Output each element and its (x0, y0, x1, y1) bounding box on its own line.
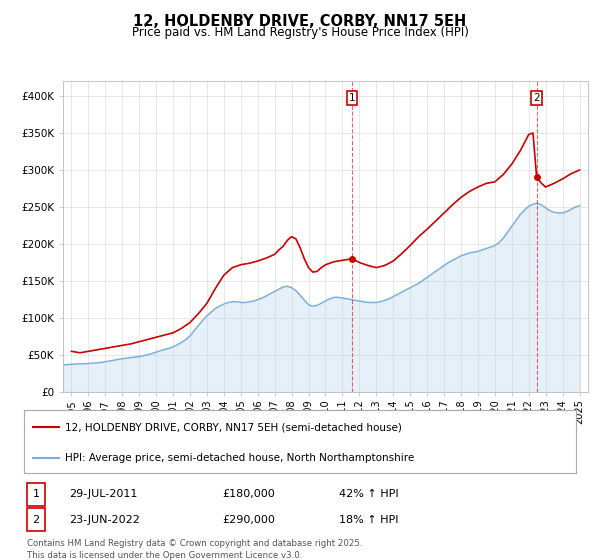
Text: 12, HOLDENBY DRIVE, CORBY, NN17 5EH (semi-detached house): 12, HOLDENBY DRIVE, CORBY, NN17 5EH (sem… (65, 422, 402, 432)
Text: £290,000: £290,000 (222, 515, 275, 525)
Text: Price paid vs. HM Land Registry's House Price Index (HPI): Price paid vs. HM Land Registry's House … (131, 26, 469, 39)
Text: 12, HOLDENBY DRIVE, CORBY, NN17 5EH: 12, HOLDENBY DRIVE, CORBY, NN17 5EH (133, 14, 467, 29)
Text: 2: 2 (32, 515, 40, 525)
Text: 29-JUL-2011: 29-JUL-2011 (69, 489, 137, 500)
Text: 2: 2 (533, 93, 540, 103)
Text: 42% ↑ HPI: 42% ↑ HPI (339, 489, 398, 500)
Text: 23-JUN-2022: 23-JUN-2022 (69, 515, 140, 525)
Text: Contains HM Land Registry data © Crown copyright and database right 2025.
This d: Contains HM Land Registry data © Crown c… (27, 539, 362, 559)
Text: HPI: Average price, semi-detached house, North Northamptonshire: HPI: Average price, semi-detached house,… (65, 452, 415, 463)
Text: 1: 1 (32, 489, 40, 500)
Text: 1: 1 (349, 93, 355, 103)
Text: £180,000: £180,000 (222, 489, 275, 500)
Text: 18% ↑ HPI: 18% ↑ HPI (339, 515, 398, 525)
